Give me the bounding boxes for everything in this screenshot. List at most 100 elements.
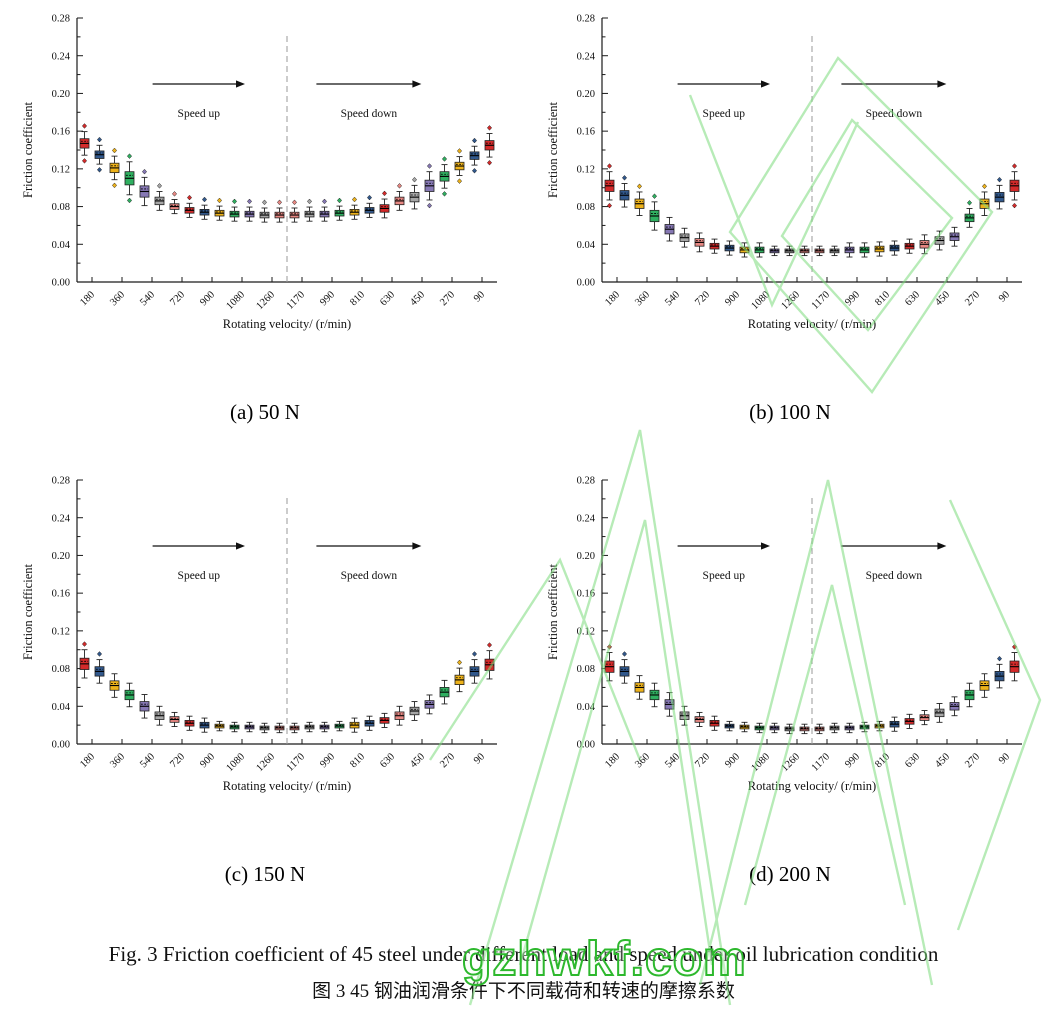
svg-text:180: 180 — [603, 289, 622, 308]
svg-text:0.16: 0.16 — [52, 589, 70, 600]
svg-text:0.20: 0.20 — [577, 89, 595, 100]
svg-text:Speed up: Speed up — [703, 570, 746, 582]
svg-text:0.16: 0.16 — [577, 589, 595, 600]
svg-text:900: 900 — [198, 289, 217, 308]
svg-text:630: 630 — [903, 289, 922, 308]
svg-text:990: 990 — [843, 751, 862, 770]
svg-text:360: 360 — [108, 289, 127, 308]
svg-text:540: 540 — [138, 751, 157, 770]
svg-text:0.28: 0.28 — [577, 476, 595, 487]
svg-text:0.16: 0.16 — [577, 127, 595, 138]
svg-text:0.20: 0.20 — [577, 551, 595, 562]
svg-text:0.08: 0.08 — [52, 664, 70, 675]
svg-text:270: 270 — [963, 289, 982, 308]
boxplot-chart-150n: 0.00 0.04 0.08 0.12 0.16 0.20 0.24 0.28 Speed up… — [21, 476, 497, 793]
svg-text:450: 450 — [408, 289, 427, 308]
svg-text:0.24: 0.24 — [52, 513, 71, 524]
boxplot-chart-100n: 0.00 0.04 0.08 0.12 0.16 0.20 0.24 0.28 Speed up… — [546, 14, 1022, 331]
svg-text:1170: 1170 — [285, 751, 307, 773]
subplot-caption-c: (c) 150 N — [224, 862, 306, 886]
svg-text:0.08: 0.08 — [577, 202, 595, 213]
svg-text:900: 900 — [198, 751, 217, 770]
svg-text:0.12: 0.12 — [577, 164, 595, 175]
svg-text:270: 270 — [438, 289, 457, 308]
svg-text:Rotating velocity/ (r/min): Rotating velocity/ (r/min) — [223, 779, 351, 793]
svg-text:900: 900 — [723, 289, 742, 308]
svg-text:90: 90 — [997, 289, 1012, 304]
svg-text:450: 450 — [933, 289, 952, 308]
svg-text:720: 720 — [693, 289, 712, 308]
svg-text:1260: 1260 — [254, 289, 277, 312]
svg-text:Speed down: Speed down — [341, 570, 398, 582]
svg-text:0.12: 0.12 — [52, 626, 70, 637]
svg-text:180: 180 — [78, 289, 97, 308]
svg-text:810: 810 — [873, 289, 892, 308]
svg-text:180: 180 — [603, 751, 622, 770]
svg-text:0.28: 0.28 — [577, 14, 595, 25]
subplot-c: 0.00 0.04 0.08 0.12 0.16 0.20 0.24 0.28 Speed up… — [15, 468, 515, 887]
figure-caption-chinese: 图 3 45 钢油润滑条件下不同载荷和转速的摩擦系数 — [312, 981, 735, 1002]
svg-text:1080: 1080 — [749, 751, 772, 774]
svg-text:630: 630 — [378, 751, 397, 770]
svg-text:990: 990 — [318, 289, 337, 308]
svg-text:Rotating velocity/ (r/min): Rotating velocity/ (r/min) — [748, 317, 876, 331]
svg-text:0.00: 0.00 — [577, 740, 595, 751]
subplot-caption-d: (d) 200 N — [749, 862, 831, 886]
svg-text:Speed up: Speed up — [703, 108, 746, 120]
svg-text:Friction coefficient: Friction coefficient — [546, 564, 560, 660]
svg-text:1260: 1260 — [779, 751, 802, 774]
svg-text:0.28: 0.28 — [52, 14, 70, 25]
svg-text:630: 630 — [378, 289, 397, 308]
svg-text:450: 450 — [933, 751, 952, 770]
svg-text:1260: 1260 — [779, 289, 802, 312]
subplot-b: 0.00 0.04 0.08 0.12 0.16 0.20 0.24 0.28 Speed up… — [540, 6, 1040, 425]
figure-caption-english: Fig. 3 Friction coefficient of 45 steel … — [108, 942, 939, 966]
svg-text:0.20: 0.20 — [52, 89, 70, 100]
svg-text:Speed up: Speed up — [178, 108, 221, 120]
svg-text:720: 720 — [168, 751, 187, 770]
svg-text:Speed down: Speed down — [341, 108, 398, 120]
subplot-a: 0.00 0.04 0.08 0.12 0.16 0.20 0.24 0.28 Speed up… — [15, 6, 515, 425]
svg-text:0.08: 0.08 — [52, 202, 70, 213]
svg-text:630: 630 — [903, 751, 922, 770]
svg-text:Rotating velocity/ (r/min): Rotating velocity/ (r/min) — [223, 317, 351, 331]
svg-text:1170: 1170 — [285, 289, 307, 311]
svg-text:810: 810 — [348, 751, 367, 770]
subplot-d: 0.00 0.04 0.08 0.12 0.16 0.20 0.24 0.28 Speed up… — [540, 468, 1040, 887]
svg-text:360: 360 — [633, 289, 652, 308]
boxplot-chart-50n: 0.00 0.04 0.08 0.12 0.16 0.20 0.24 0.28 Speed up… — [21, 14, 497, 331]
svg-text:0.00: 0.00 — [52, 740, 70, 751]
svg-text:1170: 1170 — [810, 751, 832, 773]
svg-text:0.00: 0.00 — [577, 278, 595, 289]
svg-text:540: 540 — [663, 751, 682, 770]
svg-text:0.16: 0.16 — [52, 127, 70, 138]
svg-text:0.24: 0.24 — [577, 51, 596, 62]
svg-text:720: 720 — [693, 751, 712, 770]
svg-text:0.04: 0.04 — [577, 240, 596, 251]
svg-text:990: 990 — [318, 751, 337, 770]
svg-text:450: 450 — [408, 751, 427, 770]
svg-text:Rotating velocity/ (r/min): Rotating velocity/ (r/min) — [748, 779, 876, 793]
svg-text:270: 270 — [963, 751, 982, 770]
svg-text:Friction coefficient: Friction coefficient — [546, 102, 560, 198]
svg-text:360: 360 — [633, 751, 652, 770]
svg-text:0.04: 0.04 — [52, 702, 71, 713]
svg-text:90: 90 — [472, 289, 487, 304]
svg-text:Speed down: Speed down — [866, 108, 923, 120]
svg-text:270: 270 — [438, 751, 457, 770]
svg-text:Speed up: Speed up — [178, 570, 221, 582]
svg-text:1170: 1170 — [810, 289, 832, 311]
subplot-caption-a: (a) 50 N — [230, 400, 300, 424]
svg-text:990: 990 — [843, 289, 862, 308]
svg-text:0.24: 0.24 — [52, 51, 71, 62]
svg-text:0.00: 0.00 — [52, 278, 70, 289]
subplot-caption-b: (b) 100 N — [749, 400, 831, 424]
svg-text:0.12: 0.12 — [577, 626, 595, 637]
svg-text:180: 180 — [78, 751, 97, 770]
svg-text:1260: 1260 — [254, 751, 277, 774]
svg-text:1080: 1080 — [749, 289, 772, 312]
svg-text:90: 90 — [472, 751, 487, 766]
svg-text:810: 810 — [348, 289, 367, 308]
svg-text:Friction coefficient: Friction coefficient — [21, 564, 35, 660]
